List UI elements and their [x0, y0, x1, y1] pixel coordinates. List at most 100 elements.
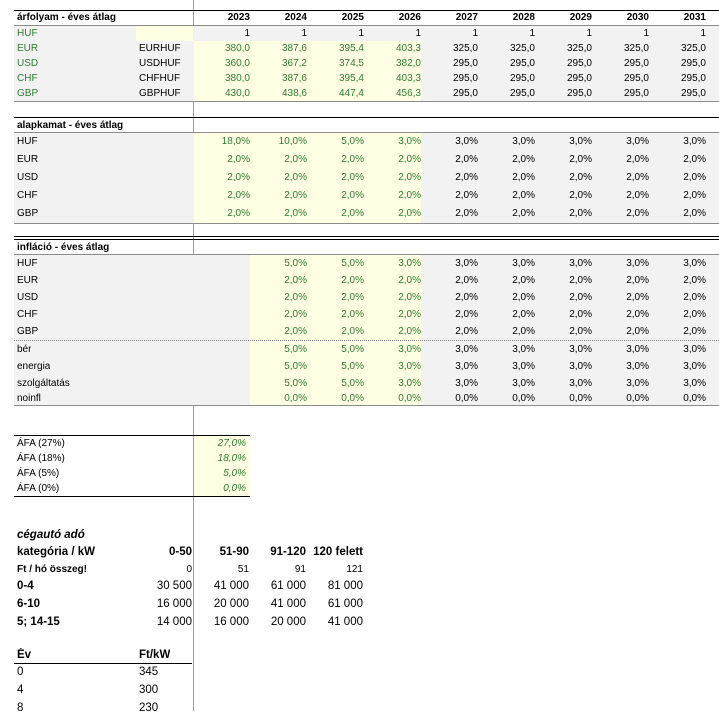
inflation-cell[interactable]: 3,0% [683, 361, 706, 372]
rate-cell[interactable]: 295,0 [566, 73, 592, 84]
rate-cell[interactable]: 1 [529, 28, 535, 39]
car-tax-cell[interactable]: 16 000 [213, 616, 249, 628]
inflation-cell[interactable]: 3,0% [512, 361, 535, 372]
inflation-cell[interactable]: 2,0% [341, 275, 364, 286]
rate-cell[interactable]: 325,0 [623, 43, 649, 54]
rate-cell[interactable]: 3,0% [455, 136, 478, 147]
car-tax-cell[interactable]: 61 000 [270, 580, 306, 592]
inflation-cell[interactable]: 2,0% [512, 309, 535, 320]
inflation-cell[interactable]: 2,0% [398, 275, 421, 286]
inflation-cell[interactable]: 0,0% [341, 393, 364, 404]
rate-cell[interactable]: 295,0 [680, 73, 706, 84]
vat-value[interactable]: 0,0% [223, 483, 246, 494]
rate-cell[interactable]: 2,0% [512, 208, 535, 219]
inflation-cell[interactable]: 3,0% [455, 344, 478, 355]
inflation-cell[interactable]: 3,0% [455, 361, 478, 372]
rate-cell[interactable]: 2,0% [284, 154, 307, 165]
inflation-cell[interactable]: 3,0% [398, 361, 421, 372]
inflation-cell[interactable]: 0,0% [626, 393, 649, 404]
rate-cell[interactable]: 2,0% [398, 154, 421, 165]
rate-cell[interactable]: 295,0 [509, 58, 535, 69]
inflation-cell[interactable]: 2,0% [512, 326, 535, 337]
rate-cell[interactable]: 1 [358, 28, 364, 39]
inflation-cell[interactable]: 2,0% [683, 326, 706, 337]
rate-cell[interactable]: 2,0% [626, 190, 649, 201]
rate-cell[interactable]: 295,0 [452, 73, 478, 84]
rate-cell[interactable]: 380,0 [224, 43, 250, 54]
rate-cell[interactable]: 456,3 [395, 88, 421, 99]
rate-cell[interactable]: 430,0 [224, 88, 250, 99]
inflation-cell[interactable]: 2,0% [455, 326, 478, 337]
rate-cell[interactable]: 374,5 [338, 58, 364, 69]
rate-cell[interactable]: 18,0% [221, 136, 250, 147]
rate-cell[interactable]: 325,0 [452, 43, 478, 54]
rate-cell[interactable]: 387,6 [281, 43, 307, 54]
rate-cell[interactable]: 2,0% [683, 190, 706, 201]
inflation-cell[interactable]: 2,0% [398, 292, 421, 303]
inflation-cell[interactable]: 3,0% [683, 344, 706, 355]
rate-cell[interactable]: 1 [301, 28, 307, 39]
inflation-cell[interactable]: 2,0% [341, 326, 364, 337]
rate-cell[interactable]: 1 [700, 28, 706, 39]
inflation-cell[interactable]: 5,0% [341, 378, 364, 389]
inflation-cell[interactable]: 3,0% [569, 344, 592, 355]
inflation-cell[interactable]: 0,0% [683, 393, 706, 404]
rate-cell[interactable]: 447,4 [338, 88, 364, 99]
inflation-cell[interactable]: 2,0% [341, 292, 364, 303]
inflation-cell[interactable]: 3,0% [626, 361, 649, 372]
inflation-cell[interactable]: 0,0% [569, 393, 592, 404]
ftkw-cell[interactable]: 230 [139, 702, 159, 714]
rate-cell[interactable]: 295,0 [509, 88, 535, 99]
inflation-cell[interactable]: 2,0% [512, 275, 535, 286]
rate-cell[interactable]: 1 [472, 28, 478, 39]
rate-cell[interactable]: 395,4 [338, 43, 364, 54]
rate-cell[interactable]: 2,0% [341, 208, 364, 219]
inflation-cell[interactable]: 2,0% [626, 292, 649, 303]
inflation-cell[interactable]: 5,0% [284, 258, 307, 269]
inflation-cell[interactable]: 3,0% [398, 344, 421, 355]
inflation-cell[interactable]: 5,0% [341, 344, 364, 355]
rate-cell[interactable]: 2,0% [569, 154, 592, 165]
inflation-cell[interactable]: 3,0% [569, 361, 592, 372]
inflation-cell[interactable]: 3,0% [455, 258, 478, 269]
rate-cell[interactable]: 1 [244, 28, 250, 39]
rate-cell[interactable]: 295,0 [623, 73, 649, 84]
car-tax-cell[interactable]: 14 000 [156, 616, 192, 628]
inflation-cell[interactable]: 2,0% [683, 309, 706, 320]
inflation-cell[interactable]: 3,0% [626, 378, 649, 389]
car-tax-cell[interactable]: 30 500 [156, 580, 192, 592]
rate-cell[interactable]: 5,0% [341, 136, 364, 147]
rate-cell[interactable]: 2,0% [455, 208, 478, 219]
rate-cell[interactable]: 2,0% [284, 190, 307, 201]
car-tax-cell[interactable]: 20 000 [270, 616, 306, 628]
rate-cell[interactable]: 295,0 [680, 88, 706, 99]
inflation-cell[interactable]: 0,0% [284, 393, 307, 404]
inflation-cell[interactable]: 3,0% [626, 258, 649, 269]
rate-cell[interactable]: 380,0 [224, 73, 250, 84]
inflation-cell[interactable]: 2,0% [398, 309, 421, 320]
rate-cell[interactable]: 2,0% [341, 190, 364, 201]
inflation-cell[interactable]: 2,0% [569, 309, 592, 320]
rate-cell[interactable]: 3,0% [512, 136, 535, 147]
rate-cell[interactable]: 403,3 [395, 43, 421, 54]
inflation-cell[interactable]: 0,0% [398, 393, 421, 404]
rate-cell[interactable]: 2,0% [569, 208, 592, 219]
car-tax-cell[interactable]: 61 000 [327, 598, 363, 610]
rate-cell[interactable]: 2,0% [341, 172, 364, 183]
rate-cell[interactable]: 360,0 [224, 58, 250, 69]
rate-cell[interactable]: 2,0% [512, 190, 535, 201]
inflation-cell[interactable]: 5,0% [341, 258, 364, 269]
rate-cell[interactable]: 2,0% [512, 154, 535, 165]
rate-cell[interactable]: 395,4 [338, 73, 364, 84]
car-tax-cell[interactable]: 41 000 [270, 598, 306, 610]
rate-cell[interactable]: 2,0% [227, 208, 250, 219]
inflation-cell[interactable]: 2,0% [569, 275, 592, 286]
rate-cell[interactable]: 2,0% [284, 172, 307, 183]
inflation-cell[interactable]: 3,0% [683, 378, 706, 389]
inflation-cell[interactable]: 5,0% [284, 344, 307, 355]
rate-cell[interactable]: 382,0 [395, 58, 421, 69]
inflation-cell[interactable]: 2,0% [569, 326, 592, 337]
rate-cell[interactable]: 2,0% [683, 172, 706, 183]
rate-cell[interactable]: 295,0 [452, 88, 478, 99]
inflation-cell[interactable]: 2,0% [455, 292, 478, 303]
